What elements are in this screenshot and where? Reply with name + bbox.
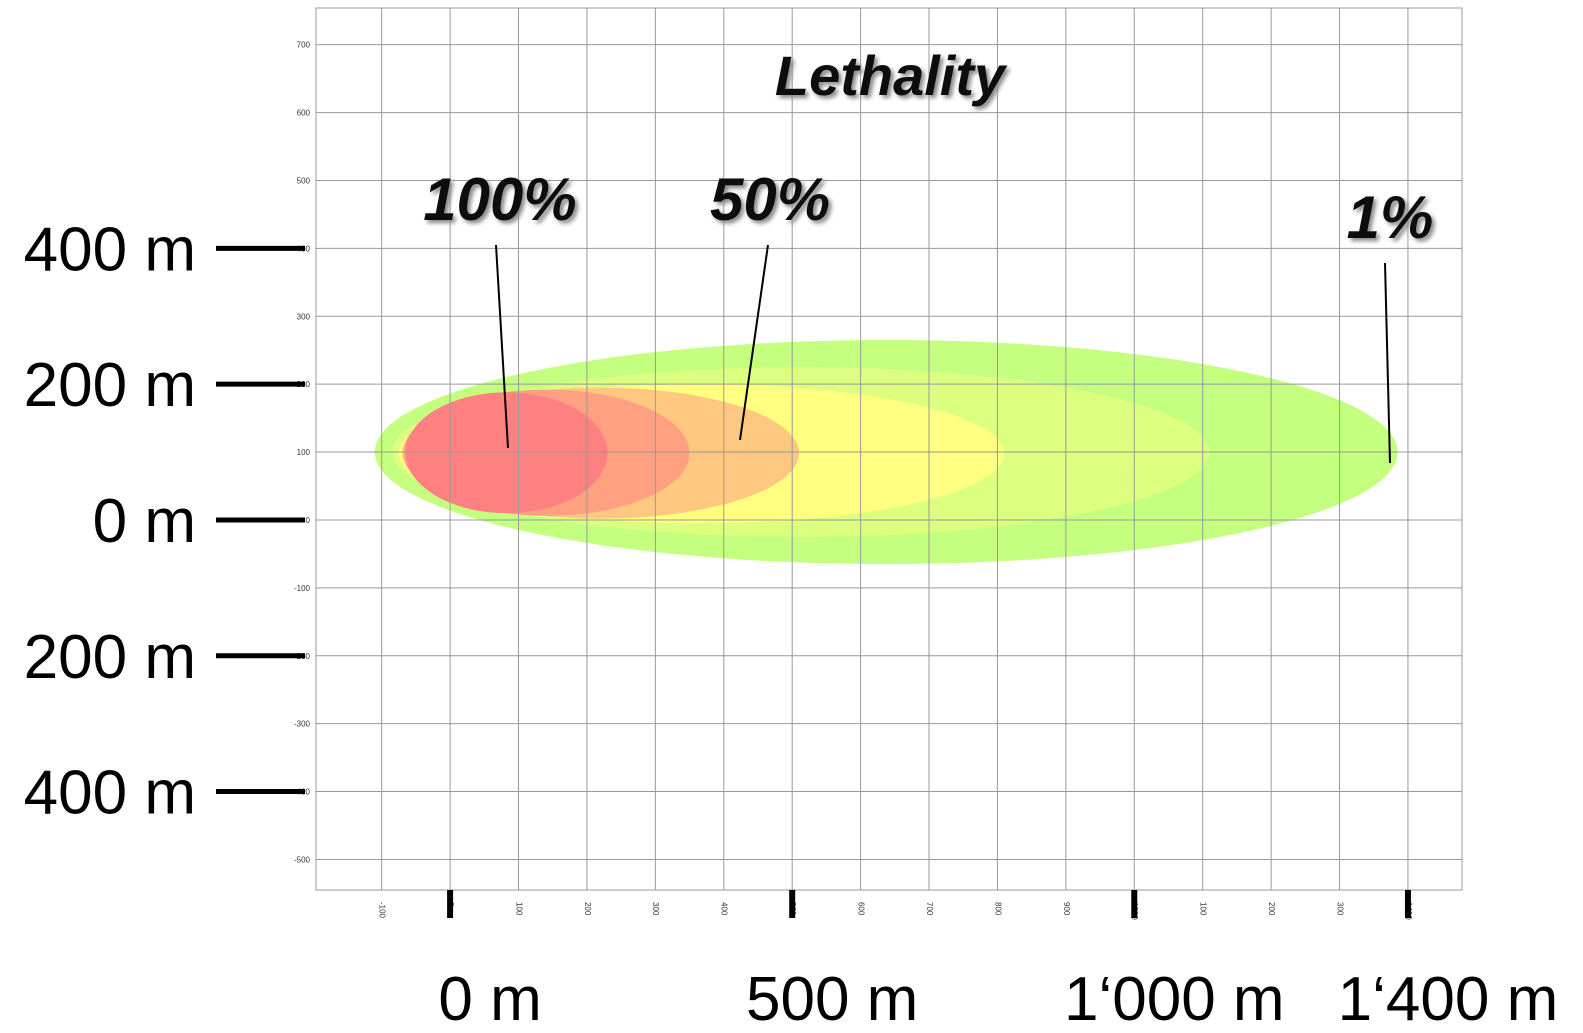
- scale-label: 500 m: [746, 965, 918, 1033]
- scale-label: 400 m: [24, 215, 196, 284]
- x-tick-label: 200: [583, 902, 592, 916]
- annotation: 1%: [1347, 184, 1434, 251]
- x-tick-label: 100: [1199, 902, 1208, 916]
- scale-mark: [1131, 890, 1138, 918]
- y-tick-label: 0: [306, 516, 311, 525]
- lethality-zone: [405, 392, 608, 514]
- scale-label: 0 m: [438, 965, 541, 1033]
- chart-title: Lethality: [775, 44, 1008, 107]
- x-tick-label: 300: [651, 902, 660, 916]
- x-tick-label: 400: [720, 902, 729, 916]
- annotation: 100%: [423, 166, 576, 233]
- x-tick-label: 900: [1062, 902, 1071, 916]
- scale-mark: [447, 890, 454, 918]
- scale-label: 1‘400 m: [1338, 965, 1559, 1033]
- scale-label: 1‘000 m: [1064, 965, 1285, 1033]
- y-tick-label: 100: [297, 448, 311, 457]
- x-tick-label: 600: [856, 902, 865, 916]
- x-tick-label: -100: [378, 902, 387, 919]
- y-tick-label: -300: [294, 720, 311, 729]
- scale-mark: [789, 890, 796, 918]
- y-tick-label: 700: [297, 41, 311, 50]
- annotation-line: [1384, 262, 1391, 464]
- scale-label: 400 m: [24, 759, 196, 828]
- annotation-line: [495, 244, 509, 449]
- y-tick-label: -500: [294, 855, 311, 864]
- y-tick-label: -100: [294, 584, 311, 593]
- scale-mark: [1404, 890, 1411, 918]
- y-tick-label: 500: [297, 176, 311, 185]
- y-tick-label: 300: [297, 312, 311, 321]
- scale-label: 200 m: [24, 623, 196, 692]
- x-tick-label: 800: [993, 902, 1002, 916]
- y-tick-label: 600: [297, 109, 311, 118]
- annotation: 50%: [710, 166, 830, 233]
- x-tick-label: 200: [1267, 902, 1276, 916]
- x-tick-label: 700: [925, 902, 934, 916]
- scale-label: 200 m: [24, 351, 196, 420]
- x-tick-label: 100: [514, 902, 523, 916]
- x-tick-label: 300: [1335, 902, 1344, 916]
- scale-label: 0 m: [93, 487, 196, 556]
- annotation-line: [739, 244, 769, 441]
